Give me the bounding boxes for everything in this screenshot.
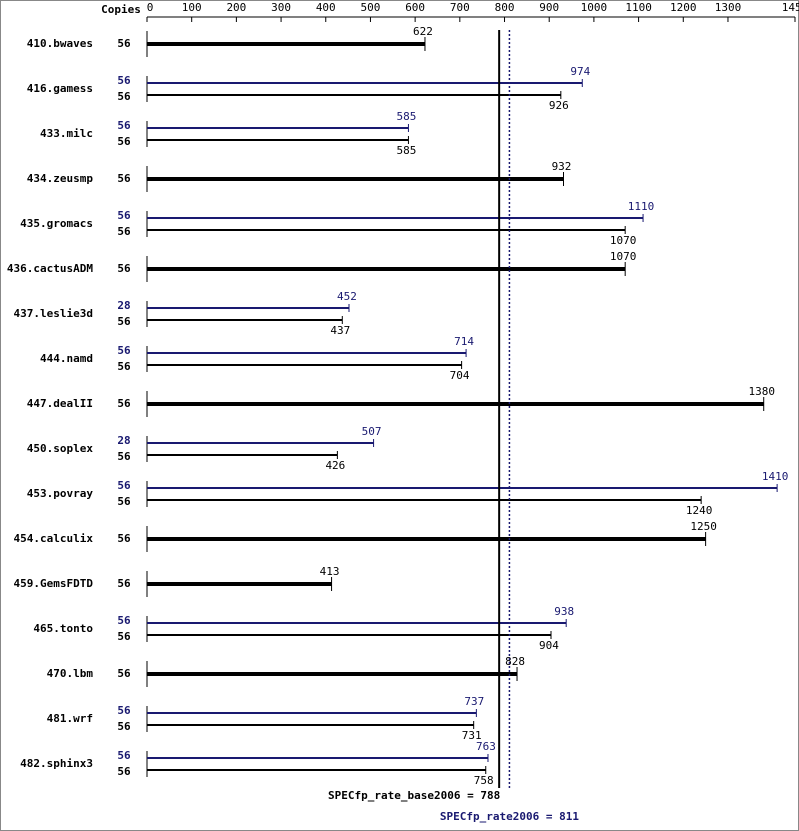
peak-value-label: 737 xyxy=(464,695,484,708)
category-label: 410.bwaves xyxy=(27,37,93,50)
copies-header: Copies xyxy=(101,3,141,16)
base-copies: 56 xyxy=(117,315,131,328)
peak-copies: 56 xyxy=(117,74,131,87)
base-value-label: 828 xyxy=(505,655,525,668)
peak-value-label: 714 xyxy=(454,335,474,348)
base-copies: 56 xyxy=(117,630,131,643)
base-copies: 56 xyxy=(117,135,131,148)
base-value-label: 622 xyxy=(413,25,433,38)
x-tick-label: 1000 xyxy=(581,1,608,14)
base-copies: 56 xyxy=(117,172,131,185)
x-tick-label: 1450 xyxy=(782,1,799,14)
category-label: 435.gromacs xyxy=(20,217,93,230)
peak-copies: 56 xyxy=(117,119,131,132)
peak-copies: 56 xyxy=(117,344,131,357)
base-copies: 56 xyxy=(117,225,131,238)
peak-value-label: 938 xyxy=(554,605,574,618)
peak-copies: 28 xyxy=(117,299,130,312)
base-value-label: 932 xyxy=(552,160,572,173)
x-tick-label: 500 xyxy=(361,1,381,14)
peak-value-label: 507 xyxy=(362,425,382,438)
peak-value-label: 452 xyxy=(337,290,357,303)
base-copies: 56 xyxy=(117,532,131,545)
peak-value-label: 1110 xyxy=(628,200,655,213)
base-value-label: 437 xyxy=(330,324,350,337)
base-copies: 56 xyxy=(117,90,131,103)
reference-label: SPECfp_rate_base2006 = 788 xyxy=(328,789,500,802)
base-copies: 56 xyxy=(117,397,131,410)
category-label: 436.cactusADM xyxy=(7,262,93,275)
category-label: 447.dealII xyxy=(27,397,93,410)
base-value-label: 1070 xyxy=(610,250,637,263)
category-label: 459.GemsFDTD xyxy=(14,577,94,590)
base-value-label: 1250 xyxy=(690,520,717,533)
peak-copies: 56 xyxy=(117,479,131,492)
reference-label: SPECfp_rate2006 = 811 xyxy=(440,810,579,823)
base-value-label: 758 xyxy=(474,774,494,787)
category-label: 465.tonto xyxy=(33,622,93,635)
x-tick-label: 800 xyxy=(495,1,515,14)
category-label: 433.milc xyxy=(40,127,93,140)
x-tick-label: 900 xyxy=(539,1,559,14)
base-copies: 56 xyxy=(117,577,131,590)
x-tick-label: 700 xyxy=(450,1,470,14)
x-tick-label: 1200 xyxy=(670,1,697,14)
category-label: 453.povray xyxy=(27,487,94,500)
peak-copies: 56 xyxy=(117,749,131,762)
base-copies: 56 xyxy=(117,262,131,275)
base-value-label: 1070 xyxy=(610,234,637,247)
peak-copies: 56 xyxy=(117,614,131,627)
category-label: 444.namd xyxy=(40,352,93,365)
x-tick-label: 400 xyxy=(316,1,336,14)
category-label: 481.wrf xyxy=(47,712,93,725)
base-copies: 56 xyxy=(117,765,131,778)
base-value-label: 731 xyxy=(462,729,482,742)
base-value-label: 585 xyxy=(396,144,416,157)
base-value-label: 704 xyxy=(450,369,470,382)
x-tick-label: 200 xyxy=(226,1,246,14)
x-tick-label: 100 xyxy=(182,1,202,14)
category-label: 450.soplex xyxy=(27,442,94,455)
base-copies: 56 xyxy=(117,360,131,373)
base-copies: 56 xyxy=(117,720,131,733)
category-label: 434.zeusmp xyxy=(27,172,94,185)
peak-value-label: 585 xyxy=(396,110,416,123)
x-tick-label: 0 xyxy=(147,1,154,14)
base-value-label: 426 xyxy=(325,459,345,472)
category-label: 454.calculix xyxy=(14,532,94,545)
base-value-label: 926 xyxy=(549,99,569,112)
category-label: 437.leslie3d xyxy=(14,307,93,320)
base-value-label: 413 xyxy=(320,565,340,578)
base-value-label: 1380 xyxy=(748,385,775,398)
x-tick-label: 300 xyxy=(271,1,291,14)
x-tick-label: 1300 xyxy=(715,1,742,14)
peak-value-label: 763 xyxy=(476,740,496,753)
peak-value-label: 974 xyxy=(570,65,590,78)
peak-copies: 56 xyxy=(117,209,131,222)
base-value-label: 1240 xyxy=(686,504,713,517)
base-copies: 56 xyxy=(117,37,131,50)
category-label: 470.lbm xyxy=(47,667,94,680)
x-tick-label: 600 xyxy=(405,1,425,14)
peak-copies: 28 xyxy=(117,434,130,447)
base-copies: 56 xyxy=(117,667,131,680)
peak-copies: 56 xyxy=(117,704,131,717)
category-label: 482.sphinx3 xyxy=(20,757,93,770)
category-label: 416.gamess xyxy=(27,82,93,95)
base-value-label: 904 xyxy=(539,639,559,652)
base-copies: 56 xyxy=(117,495,131,508)
peak-value-label: 1410 xyxy=(762,470,789,483)
base-copies: 56 xyxy=(117,450,131,463)
x-tick-label: 1100 xyxy=(625,1,652,14)
